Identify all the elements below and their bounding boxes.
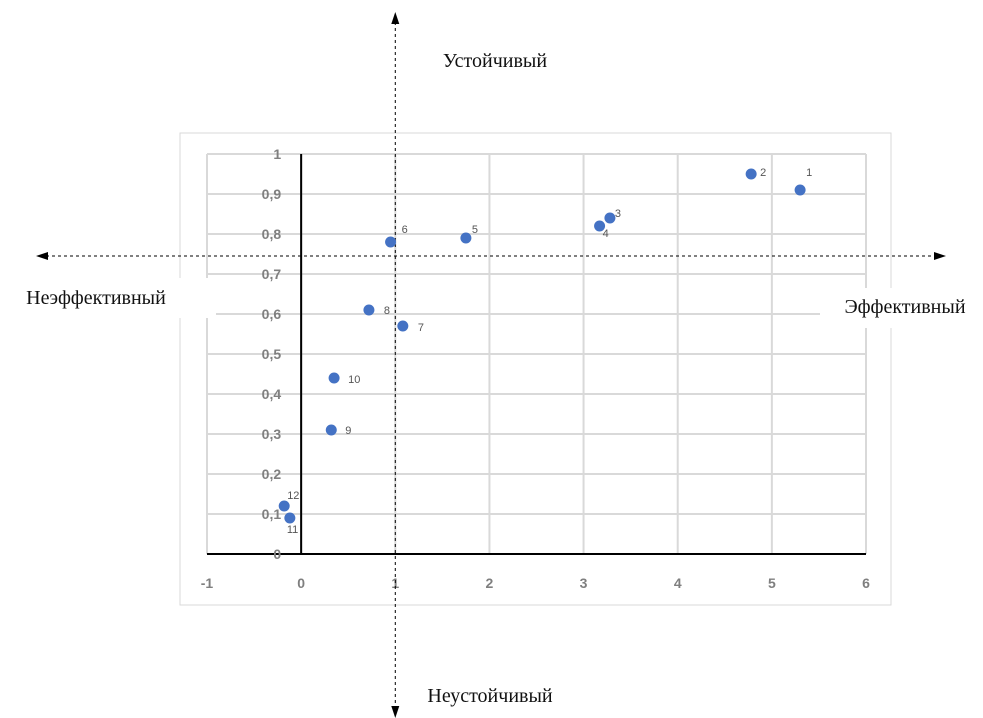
right-label-bg (820, 288, 980, 328)
y-tick-label: 0 (273, 546, 281, 562)
left-label-bg (2, 278, 216, 318)
y-tick-label: 0,7 (262, 266, 282, 282)
x-tick-label: 4 (674, 575, 682, 591)
data-point-label: 1 (806, 167, 812, 179)
x-tick-label: 2 (486, 575, 494, 591)
data-point (278, 500, 290, 512)
tick-labels: -1012345600,10,20,30,40,50,60,70,80,91 (201, 146, 870, 591)
guide-arrows (36, 12, 946, 718)
data-point-label: 4 (603, 228, 609, 240)
x-tick-label: 3 (580, 575, 588, 591)
data-point (325, 424, 337, 436)
data-point-label: 11 (287, 524, 298, 536)
data-point-label: 5 (472, 224, 478, 236)
data-point (794, 184, 806, 196)
data-point-label: 9 (345, 425, 351, 437)
axes (207, 154, 866, 555)
y-tick-label: 0,3 (262, 426, 282, 442)
arrow-up-icon (391, 12, 400, 24)
data-point-label: 10 (348, 374, 360, 386)
data-point (328, 372, 340, 384)
data-point (745, 168, 757, 180)
y-tick-label: 0,1 (262, 506, 282, 522)
arrow-down-icon (391, 706, 400, 718)
label-efficient: Эффективный (844, 296, 965, 318)
label-sustainable: Устойчивый (443, 50, 547, 72)
x-tick-label: 0 (297, 575, 305, 591)
data-point (363, 304, 375, 316)
data-point-label: 2 (760, 167, 766, 179)
data-point (385, 236, 397, 248)
y-tick-label: 0,8 (262, 226, 282, 242)
data-point (397, 320, 409, 332)
data-point-label: 3 (615, 208, 621, 220)
bottom-label-bg (415, 678, 565, 712)
data-point-label: 12 (287, 490, 299, 502)
arrow-left-icon (36, 252, 48, 260)
y-tick-label: 0,2 (262, 466, 282, 482)
data-point (604, 212, 616, 224)
data-point-label: 8 (384, 305, 390, 317)
x-tick-label: -1 (201, 575, 214, 591)
label-inefficient: Неэффективный (26, 287, 166, 309)
y-tick-label: 0,6 (262, 306, 282, 322)
y-tick-label: 0,4 (262, 386, 282, 402)
y-tick-label: 0,9 (262, 186, 282, 202)
top-label-bg (425, 44, 565, 78)
y-tick-label: 0,5 (262, 346, 282, 362)
y-tick-label: 1 (273, 146, 281, 162)
data-point (460, 232, 472, 244)
arrow-right-icon (934, 252, 946, 260)
label-unsustainable: Неустойчивый (427, 685, 553, 707)
data-point (284, 512, 296, 524)
x-tick-label: 6 (862, 575, 870, 591)
x-tick-label: 5 (768, 575, 776, 591)
data-point-label: 7 (418, 322, 424, 334)
data-point-label: 6 (402, 224, 408, 236)
data-point (594, 220, 606, 232)
